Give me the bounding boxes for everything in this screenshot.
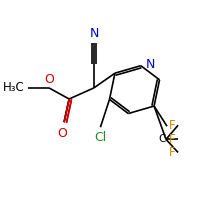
Text: H₃C: H₃C [3,81,25,94]
Text: C: C [159,134,166,144]
Text: Cl: Cl [94,131,107,144]
Text: F: F [169,119,176,132]
Text: O: O [57,127,67,140]
Text: O: O [44,73,54,86]
Text: N: N [89,27,99,40]
Text: F: F [169,133,176,146]
Text: N: N [146,58,155,71]
Text: F: F [169,146,176,159]
